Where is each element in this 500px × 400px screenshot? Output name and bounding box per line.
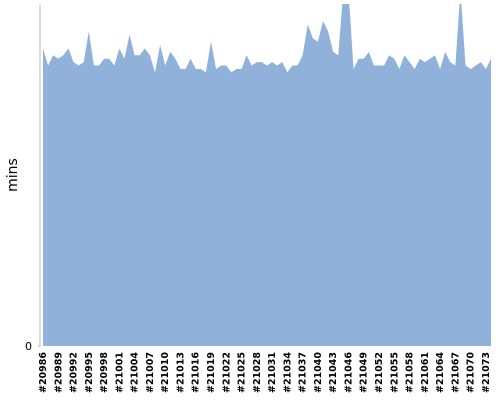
x-tick-label: #21052: [374, 352, 385, 393]
x-tick-label: #21073: [481, 352, 492, 393]
x-tick-label: #21022: [221, 352, 232, 393]
x-tick-label: #21028: [252, 352, 263, 393]
y-tick-label: 0: [25, 340, 32, 353]
x-tick-label: #20986: [38, 352, 49, 393]
x-tick-label: #21070: [466, 352, 477, 393]
x-tick-label: #21016: [191, 352, 202, 393]
x-tick-label: #21037: [298, 352, 309, 393]
x-tick-label: #20992: [69, 352, 80, 393]
plot-area: [43, 4, 491, 346]
x-tick-label: #21064: [435, 352, 446, 393]
x-tick-label: #21004: [130, 352, 141, 393]
x-tick-label: #21043: [328, 352, 339, 393]
x-tick-label: #20995: [84, 352, 95, 393]
x-tick-label: #21010: [160, 352, 171, 393]
x-tick-label: #21061: [420, 352, 431, 393]
y-axis-label: mins: [5, 158, 21, 192]
x-tick-label: #21001: [114, 352, 125, 393]
x-tick-label: #21040: [313, 352, 324, 393]
x-tick-label: #21019: [206, 352, 217, 393]
x-tick-label: #21058: [405, 352, 416, 393]
x-tick-label: #21046: [343, 352, 354, 393]
x-tick-label: #21007: [145, 352, 156, 393]
x-tick-label: #21067: [450, 352, 461, 393]
x-tick-label: #21013: [175, 352, 186, 393]
x-tick-label: #21034: [282, 352, 293, 393]
x-tick-label: #20998: [99, 352, 110, 393]
x-tick-label: #21031: [267, 352, 278, 393]
x-tick-label: #21025: [237, 352, 248, 393]
x-tick-label: #21049: [359, 352, 370, 393]
area: [43, 4, 491, 346]
x-tick-label: #20989: [53, 352, 64, 393]
x-tick-label: #21055: [389, 352, 400, 393]
